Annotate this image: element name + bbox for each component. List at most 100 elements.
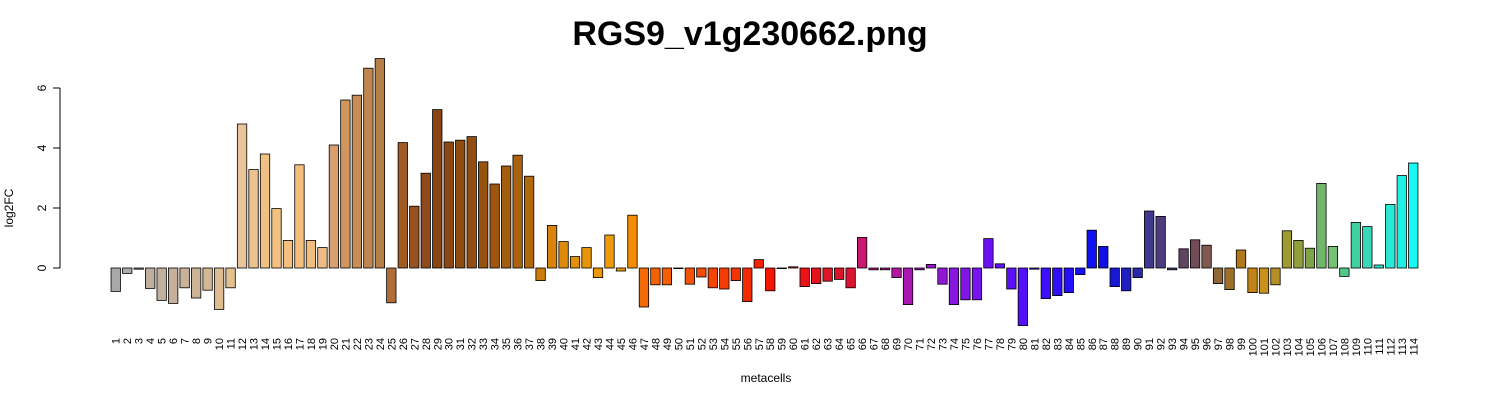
x-tick-label: 110 [1362,338,1374,356]
bar-67 [868,267,879,271]
bar-110 [1362,226,1373,269]
bar-9 [202,267,213,291]
x-tick-label: 27 [409,338,421,350]
x-tick-label: 108 [1339,338,1351,356]
bar-96 [1201,244,1212,269]
bar-37 [524,175,535,269]
bar-71 [914,267,925,271]
bar-44 [604,234,615,269]
bar-81 [1029,267,1040,270]
x-tick-label: 90 [1133,338,1145,350]
x-tick-label: 13 [249,338,261,350]
bar-109 [1350,221,1361,269]
bar-40 [558,241,569,269]
bar-90 [1132,267,1143,279]
x-tick-label: 23 [363,338,375,350]
x-tick-label: 86 [1087,338,1099,350]
x-tick-label: 36 [513,338,525,350]
x-tick-label: 60 [788,338,800,350]
x-tick-label: 103 [1282,338,1294,356]
x-tick-label: 28 [421,338,433,350]
bar-65 [845,267,856,289]
bar-103 [1281,230,1293,269]
x-tick-label: 109 [1351,338,1363,356]
bar-48 [650,267,661,286]
x-tick-label: 59 [777,338,789,350]
x-tick-label: 33 [478,338,490,350]
x-tick-label: 83 [1052,338,1064,350]
x-tick-label: 51 [685,338,697,350]
x-tick-label: 15 [272,338,284,350]
x-tick-label: 73 [937,338,949,350]
bar-35 [501,165,512,269]
x-tick-label: 58 [765,338,777,350]
bar-93 [1167,267,1178,271]
bar-36 [512,154,523,269]
x-tick-label: 98 [1225,338,1237,350]
bar-55 [730,267,741,282]
bar-7 [179,267,190,289]
x-tick-label: 3 [134,338,146,344]
x-tick-label: 85 [1075,338,1087,350]
bar-1 [110,267,121,292]
bar-8 [191,267,202,299]
x-tick-label: 113 [1397,338,1409,356]
y-tick-label: 2 [35,204,49,211]
x-tick-label: 63 [823,338,835,350]
bar-21 [340,99,351,269]
bar-104 [1293,239,1304,269]
x-tick-label: 8 [191,338,203,344]
bar-63 [822,267,833,282]
bar-39 [546,224,558,269]
x-tick-label: 82 [1041,338,1053,350]
bar-101 [1258,267,1270,294]
bar-38 [535,267,546,282]
x-tick-label: 30 [444,338,456,350]
x-tick-label: 62 [811,338,823,350]
bar-50 [673,267,684,270]
x-tick-label: 53 [708,338,720,350]
bars [110,58,1419,326]
x-tick-label: 49 [662,338,674,350]
bar-17 [294,164,305,269]
x-tick-label: 94 [1179,338,1191,350]
bar-99 [1235,249,1247,269]
x-tick-label: 17 [294,338,306,350]
x-tick-label: 47 [639,338,651,350]
bar-31 [455,139,466,269]
bar-58 [765,267,776,292]
x-tick-label: 43 [593,338,605,350]
bar-86 [1086,229,1097,269]
x-tick-label: 14 [260,338,272,350]
bar-89 [1121,267,1132,292]
x-tick-label: 88 [1110,338,1122,350]
x-tick-labels: 1 2 3 4 5 6 7 8 9 10 11 12 13 14 15 16 17 18 19 20 21 22 23 24 2… [111,338,1421,356]
x-tick-label: 42 [582,338,594,350]
bar-75 [960,267,971,301]
bar-97 [1212,267,1224,285]
bar-113 [1396,175,1407,269]
x-tick-label: 78 [995,338,1007,350]
y-tick-label: 4 [35,144,49,151]
bar-59 [776,267,787,270]
x-tick-label: 72 [926,338,938,350]
bar-74 [948,267,960,305]
x-tick-label: 12 [237,338,249,350]
bar-87 [1098,245,1109,269]
bar-27 [409,205,420,269]
x-tick-label: 106 [1316,338,1328,356]
x-tick-label: 50 [673,338,685,350]
x-tick-label: 64 [834,338,846,350]
bar-80 [1017,267,1028,326]
bar-2 [122,267,133,274]
bar-72 [925,263,937,269]
bar-69 [891,267,902,279]
x-tick-label: 68 [880,338,892,350]
x-tick-label: 77 [983,338,995,350]
bar-4 [145,267,156,289]
bar-13 [248,169,259,269]
x-tick-label: 25 [386,338,398,350]
x-tick-label: 56 [742,338,754,350]
x-tick-label: 48 [650,338,662,350]
